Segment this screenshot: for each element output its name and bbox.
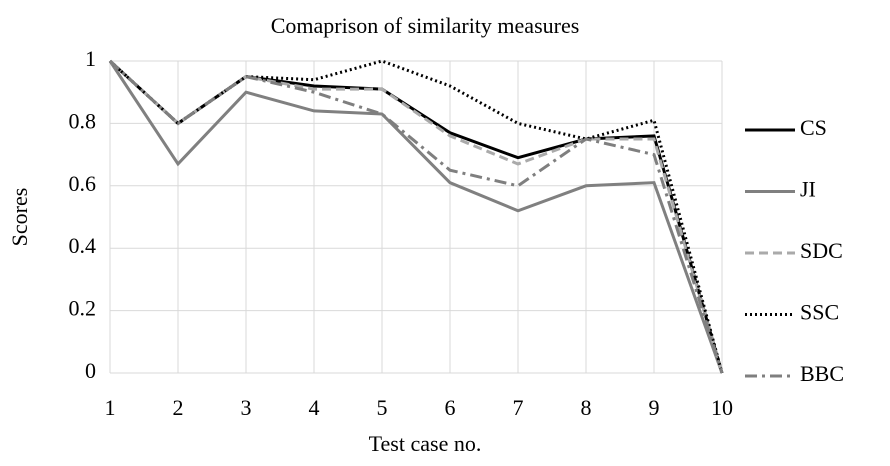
- x-tick-label: 3: [241, 395, 252, 420]
- y-tick-label: 0.6: [69, 171, 97, 196]
- legend-label: JI: [800, 177, 816, 202]
- legend-label: SDC: [800, 238, 843, 263]
- x-tick-label: 8: [581, 395, 592, 420]
- series-line: [108, 59, 724, 374]
- y-tick-label: 1: [85, 46, 96, 71]
- chart-title: Comaprison of similarity measures: [271, 13, 580, 38]
- x-tick-label: 7: [513, 395, 524, 420]
- x-tick-label: 10: [711, 395, 733, 420]
- x-tick-label: 6: [445, 395, 456, 420]
- y-tick-label: 0.8: [69, 108, 97, 133]
- series-line: [108, 59, 724, 374]
- series-line: [108, 60, 724, 374]
- x-tick-label: 4: [309, 395, 320, 420]
- x-tick-label: 9: [649, 395, 660, 420]
- legend-label: SSC: [800, 300, 839, 325]
- legend-label: BBC: [800, 361, 844, 386]
- x-tick-label: 5: [377, 395, 388, 420]
- y-axis-label: Scores: [7, 188, 32, 247]
- x-axis-label: Test case no.: [369, 431, 482, 456]
- y-tick-label: 0.2: [69, 296, 97, 321]
- x-tick-label: 1: [105, 395, 116, 420]
- y-tick-label: 0.4: [69, 233, 97, 258]
- y-tick-label: 0: [85, 358, 96, 383]
- legend-label: CS: [800, 115, 827, 140]
- x-tick-label: 2: [173, 395, 184, 420]
